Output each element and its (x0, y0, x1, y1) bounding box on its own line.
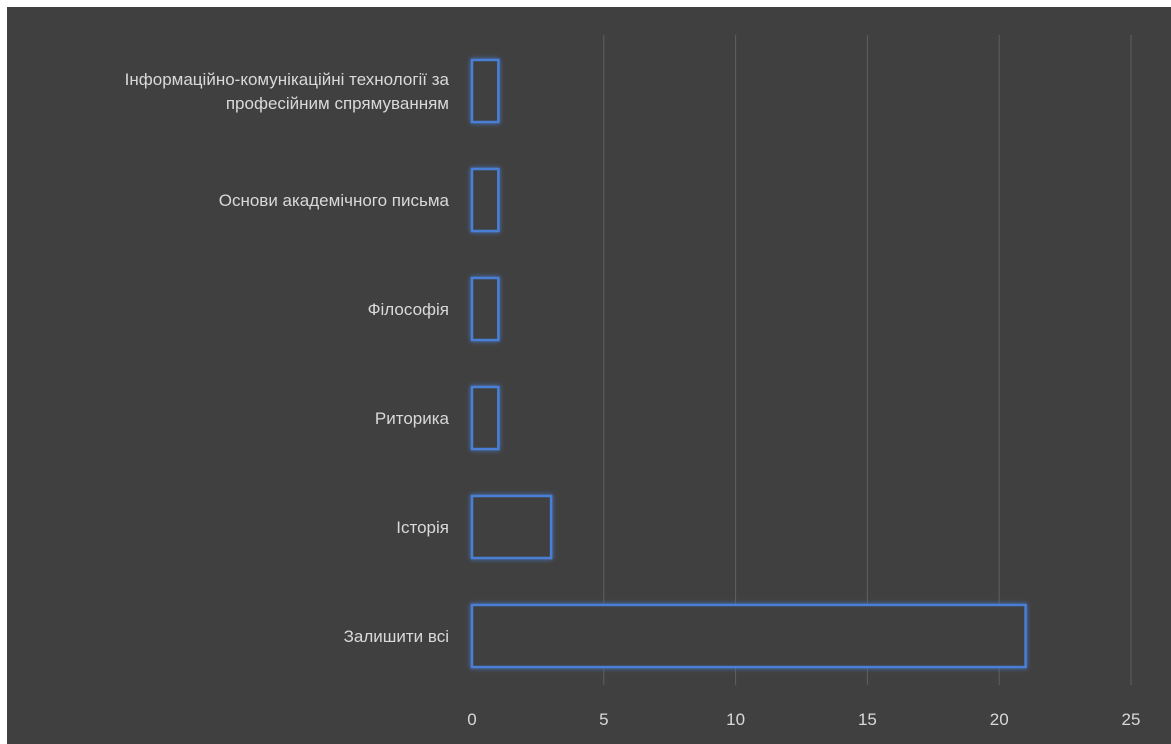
bar (470, 276, 500, 342)
bar (470, 58, 500, 124)
x-tick-label: 5 (599, 710, 608, 729)
x-tick-label: 20 (990, 710, 1009, 729)
category-label: Філософія (368, 300, 449, 319)
x-tick-label: 15 (858, 710, 877, 729)
bar (470, 603, 1027, 669)
x-tick-label: 10 (726, 710, 745, 729)
x-axis-tick-labels: 0 5 10 15 20 25 (467, 710, 1140, 729)
category-label: Історія (396, 518, 449, 537)
category-label: Риторика (375, 409, 450, 428)
category-label: Основи академічного письма (219, 191, 450, 210)
bar-chart: Інформаційно-комунікаційні технології за… (125, 35, 1140, 729)
x-tick-label: 0 (467, 710, 476, 729)
category-labels: Інформаційно-комунікаційні технології за… (125, 70, 450, 646)
chart-area: Інформаційно-комунікаційні технології за… (7, 7, 1171, 744)
category-label: Залишити всі (344, 627, 449, 646)
bars (470, 58, 1027, 669)
category-label: Інформаційно-комунікаційні технології за (125, 70, 450, 89)
gridlines (603, 35, 1132, 685)
bar (470, 385, 500, 451)
x-tick-label: 25 (1122, 710, 1141, 729)
bar (470, 494, 553, 560)
bar (470, 167, 500, 233)
category-label: професійним спрямуванням (226, 94, 449, 113)
